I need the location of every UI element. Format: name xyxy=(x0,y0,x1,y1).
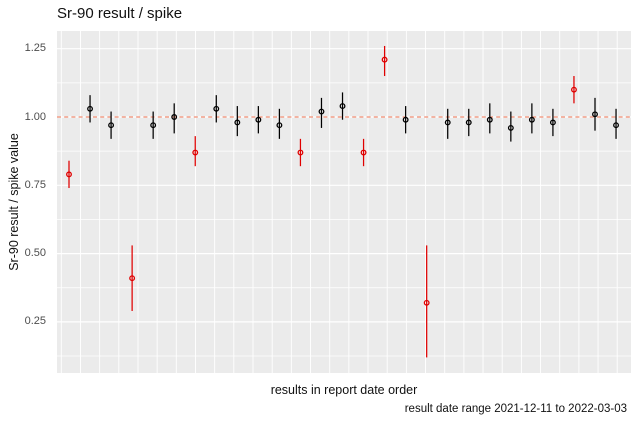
chart-caption: result date range 2021-12-11 to 2022-03-… xyxy=(404,403,627,415)
y-tick-label: 0.25 xyxy=(24,315,46,328)
x-axis-title: results in report date order xyxy=(270,383,418,397)
y-tick-label: 1.00 xyxy=(24,110,46,123)
y-tick-label: 0.50 xyxy=(24,247,46,260)
y-tick-label: 1.25 xyxy=(24,42,46,55)
y-axis-tick-labels: 1.25 1.00 0.75 0.50 0.25 xyxy=(0,0,50,425)
y-tick-label: 0.75 xyxy=(24,178,46,191)
plot-panel xyxy=(57,31,631,373)
chart-title: Sr-90 result / spike xyxy=(57,5,183,22)
